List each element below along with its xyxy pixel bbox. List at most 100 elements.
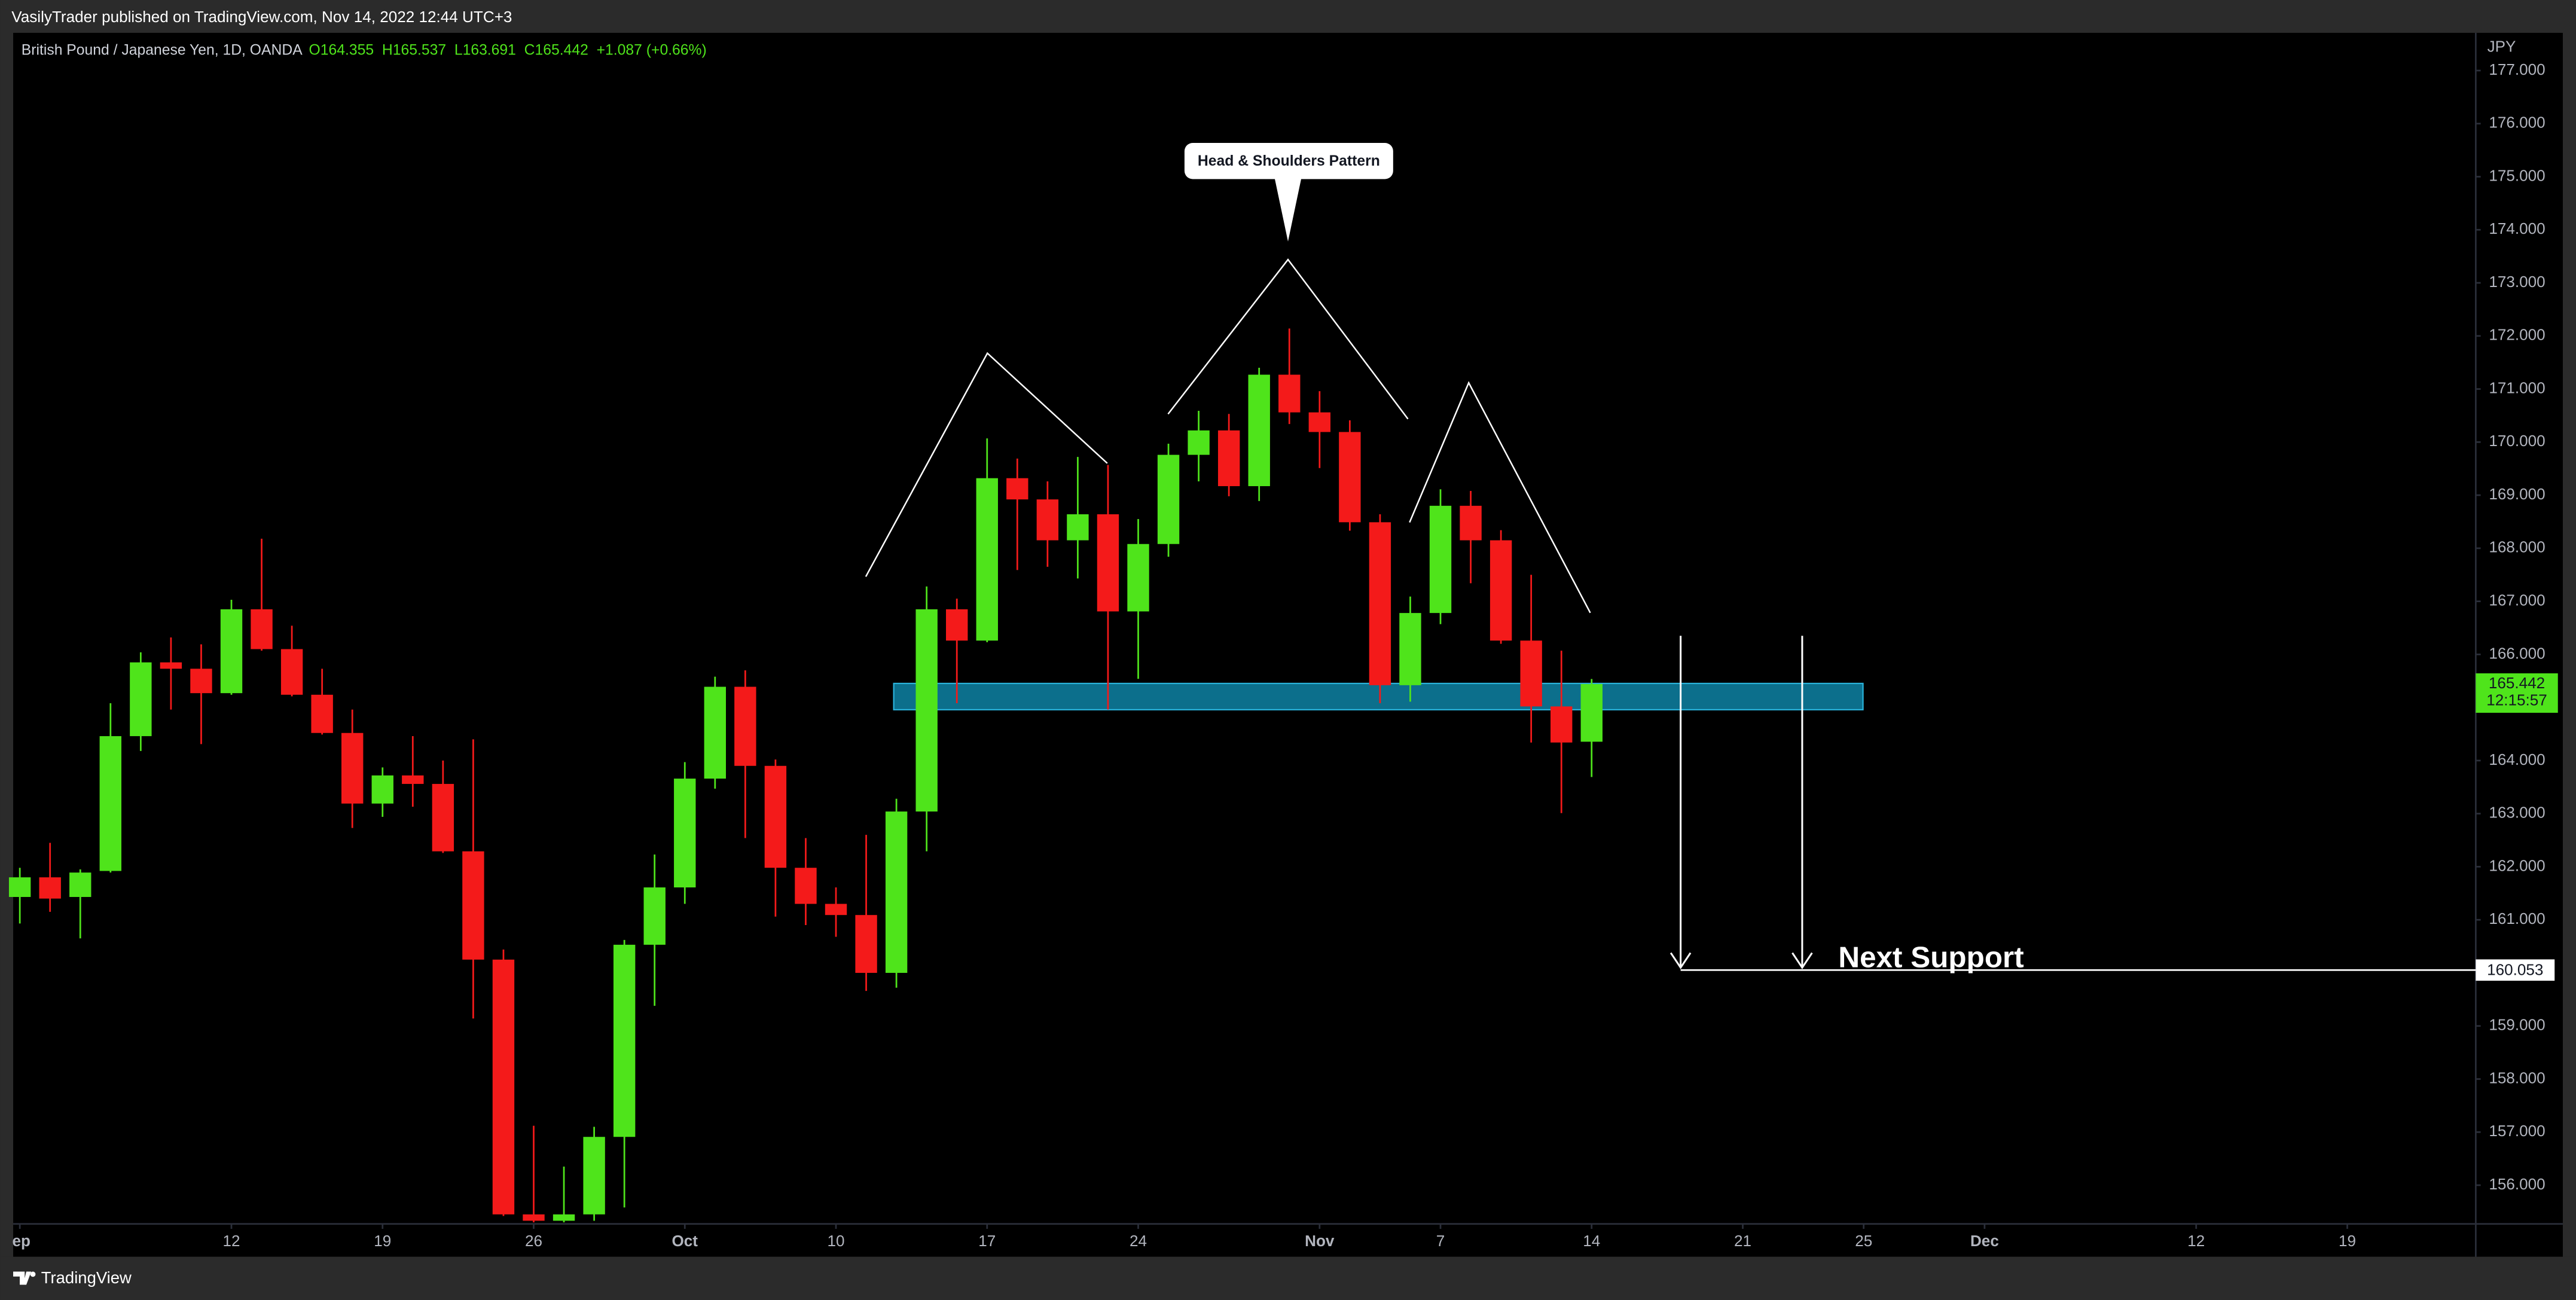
candle-body [704, 686, 727, 779]
x-tick-label: 7 [1436, 1232, 1445, 1250]
candle-body [99, 736, 122, 871]
candle-body [1399, 613, 1421, 685]
pattern-lines [865, 258, 1591, 614]
candle-body [402, 775, 424, 784]
y-tick-label: 158.000 [2489, 1069, 2545, 1087]
y-tick-label: 177.000 [2489, 60, 2545, 78]
candle-body [1429, 505, 1452, 614]
y-tick-label: 157.000 [2489, 1122, 2545, 1140]
candle-body [1580, 683, 1603, 742]
logo-icon [13, 1271, 36, 1285]
y-tick-label: 167.000 [2489, 591, 2545, 609]
currency: JPY [2488, 38, 2516, 56]
y-tick-label: 162.000 [2489, 856, 2545, 874]
brand: TradingView [41, 1268, 132, 1287]
candle-body [915, 609, 938, 812]
candle-body [734, 686, 756, 766]
projection-arrows [1669, 636, 1813, 969]
x-tick-label: 14 [1583, 1232, 1600, 1250]
candle-body [280, 649, 303, 695]
time-axis [13, 1223, 2476, 1257]
y-tick-label: 159.000 [2489, 1016, 2545, 1034]
candle-body [764, 765, 787, 868]
candle-body [462, 851, 484, 960]
candle-body [311, 694, 333, 733]
plot-area [13, 32, 2476, 1224]
candle-body [885, 811, 908, 973]
candle-body [190, 669, 212, 694]
price-label-box [2476, 673, 2558, 713]
candle-body [492, 959, 515, 1214]
ohlc-value: H165.537 [382, 42, 446, 59]
support-text: Next Support [1838, 941, 2023, 974]
candle-body [160, 662, 182, 669]
published-line: VasilyTrader published on TradingView.co… [11, 8, 512, 26]
candle-body [1067, 514, 1089, 541]
candle-body [251, 609, 273, 649]
candle-body [946, 609, 968, 641]
x-tick-label: Nov [1305, 1232, 1335, 1250]
x-tick-label: 12 [2187, 1232, 2205, 1250]
x-tick-label: 19 [374, 1232, 391, 1250]
candle-body [39, 877, 61, 899]
candles [8, 328, 1603, 1223]
y-tick-label: 176.000 [2489, 114, 2545, 132]
x-tick-label: 26 [525, 1232, 542, 1250]
candle-body [1248, 374, 1270, 486]
candle-body [523, 1214, 545, 1221]
ticks: 156.000157.000158.000159.000160.000161.0… [13, 60, 2546, 1250]
footer [0, 1256, 2576, 1300]
x-tick-label: 25 [1855, 1232, 1872, 1250]
candle-body [1006, 478, 1028, 500]
y-tick-label: 156.000 [2489, 1175, 2545, 1193]
candle-body [976, 478, 998, 641]
y-tick-label: 163.000 [2489, 804, 2545, 822]
candle-body [1460, 505, 1482, 541]
candle-body [825, 904, 847, 916]
candle-body [1217, 430, 1240, 486]
arrow-head [1669, 952, 1692, 969]
candle-body [1308, 412, 1331, 432]
support-label: 160.053 [2487, 961, 2543, 979]
y-tick-label: 173.000 [2489, 273, 2545, 291]
candle-body [1157, 454, 1180, 544]
x-tick-label: 17 [978, 1232, 996, 1250]
x-tick-label: 10 [827, 1232, 844, 1250]
y-tick-label: 161.000 [2489, 910, 2545, 927]
candle-body [1339, 432, 1361, 523]
y-tick-label: 170.000 [2489, 432, 2545, 450]
candle-body [220, 609, 243, 694]
price-axis [2476, 32, 2563, 1257]
symbol: British Pound / Japanese Yen, 1D, OANDA [22, 42, 303, 59]
x-tick-label: 21 [1734, 1232, 1751, 1250]
x-tick-label: Dec [1970, 1232, 1999, 1250]
candle-body [371, 775, 393, 804]
y-tick-label: 175.000 [2489, 166, 2545, 184]
right-shoulder [1409, 381, 1591, 614]
support-zone [893, 682, 1864, 710]
x-tick-label: 24 [1130, 1232, 1147, 1250]
y-tick-label: 164.000 [2489, 750, 2545, 768]
support-label-box [2476, 959, 2555, 981]
candle-body [1036, 499, 1059, 541]
callout: Head & Shoulders Pattern [1184, 143, 1393, 242]
candle-body [341, 733, 364, 804]
x-tick-label: 19 [2339, 1232, 2356, 1250]
candle-body [583, 1137, 605, 1214]
candle-body [1278, 374, 1301, 413]
candle-body [1369, 522, 1391, 685]
y-tick-label: 174.000 [2489, 219, 2545, 237]
callout-text: Head & Shoulders Pattern [1198, 153, 1380, 169]
callout-pointer [1275, 179, 1301, 242]
arrow-head [1791, 952, 1813, 969]
candle-body [795, 868, 817, 904]
candle-body [130, 662, 152, 737]
head [1167, 258, 1409, 420]
candle-body [1490, 540, 1512, 641]
candle-body [8, 877, 31, 898]
y-tick-label: 171.000 [2489, 379, 2545, 396]
candle-body [432, 783, 454, 852]
y-tick-label: 172.000 [2489, 326, 2545, 344]
